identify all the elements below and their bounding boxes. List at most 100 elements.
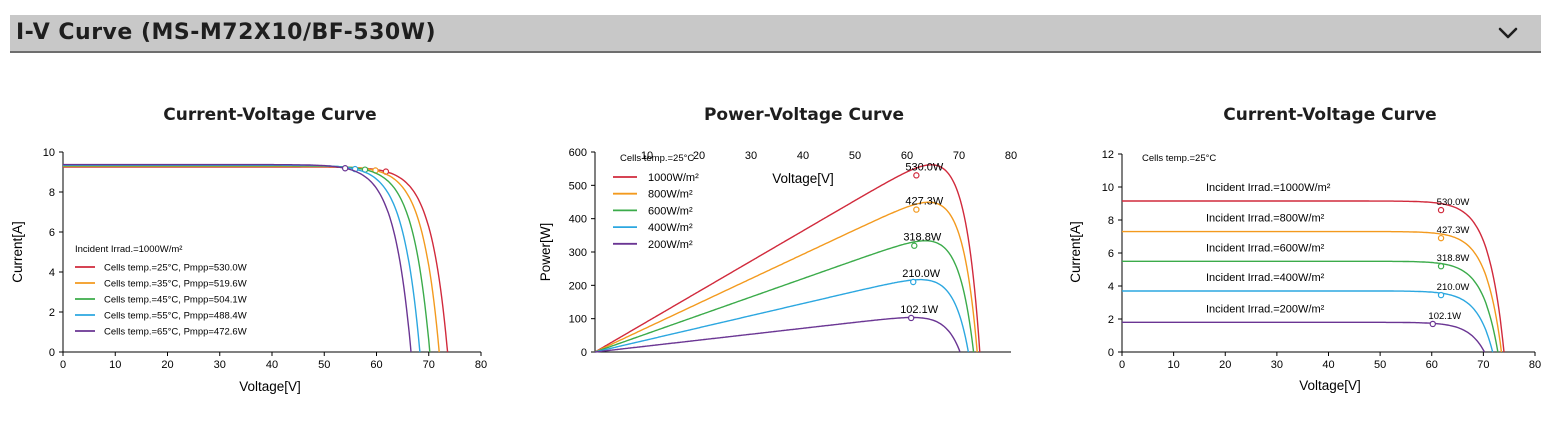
- section-header[interactable]: I-V Curve (MS-M72X10/BF-530W): [10, 15, 1541, 53]
- mpp-label: 427.3W: [1437, 225, 1470, 236]
- legend-label: Cells temp.=35°C, Pmpp=519.6W: [104, 279, 247, 290]
- series-label: Incident Irrad.=200W/m²: [1206, 303, 1325, 315]
- x-tick-label: 60: [1426, 359, 1438, 371]
- series-line: [594, 278, 970, 353]
- x-tick-label: 80: [1529, 359, 1541, 371]
- chart-title: Current-Voltage Curve: [1223, 105, 1436, 125]
- x-tick-label: 30: [1271, 359, 1283, 371]
- series-line: [63, 165, 440, 353]
- series-line: [594, 164, 981, 353]
- series-line: [1122, 200, 1505, 353]
- y-tick-label: 0: [581, 347, 587, 359]
- y-tick-label: 200: [569, 280, 587, 292]
- series-line: [1122, 230, 1503, 353]
- x-tick-label: 10: [1168, 359, 1180, 371]
- mpp-label: 210.0W: [902, 268, 941, 280]
- legend-title: Cells temp.=25°C: [1142, 153, 1216, 164]
- series-line: [63, 166, 449, 353]
- y-axis-label: Current[A]: [1068, 221, 1083, 283]
- legend-label: Cells temp.=45°C, Pmpp=504.1W: [104, 295, 247, 306]
- mpp-point: [1437, 234, 1445, 242]
- series-line: [63, 163, 412, 353]
- x-tick-label: 20: [161, 359, 173, 371]
- mpp-label: 102.1W: [900, 304, 939, 316]
- mpp-point: [1437, 291, 1445, 299]
- mpp-label: 318.8W: [1437, 253, 1470, 264]
- legend-title: Cells temp.=25°C: [620, 153, 694, 164]
- mpp-label: 427.3W: [905, 196, 944, 208]
- legend-label: Cells temp.=55°C, Pmpp=488.4W: [104, 311, 247, 322]
- series-line: [1122, 321, 1486, 353]
- x-tick-label: 50: [318, 359, 330, 371]
- x-tick-label: 70: [953, 150, 965, 162]
- series-line: [594, 240, 975, 353]
- mpp-label: 318.8W: [903, 232, 942, 244]
- series-line: [1121, 290, 1494, 353]
- mpp-point: [907, 314, 915, 322]
- mpp-label: 530.0W: [905, 161, 944, 173]
- legend-label: 400W/m²: [648, 222, 693, 234]
- series-line: [594, 316, 961, 353]
- chart-svg: Power-Voltage Curve 10 20 30 40 50 60 70 80 0 100 2…: [538, 105, 1017, 359]
- y-tick-label: 2: [49, 307, 55, 319]
- mpp-label: 102.1W: [1428, 311, 1461, 322]
- x-tick-label: 60: [901, 150, 913, 162]
- y-tick-label: 300: [569, 247, 587, 259]
- x-tick-label: 20: [1219, 359, 1231, 371]
- legend-label: 1000W/m²: [648, 172, 699, 184]
- chart-svg: Current-Voltage Curve 0 10 20 30 40 50 60 70 80 0 2…: [10, 105, 487, 394]
- x-tick-label: 10: [109, 359, 121, 371]
- series-line: [63, 164, 421, 353]
- mpp-label: 210.0W: [1437, 282, 1470, 293]
- x-tick-label: 50: [1374, 359, 1386, 371]
- section-title: I-V Curve (MS-M72X10/BF-530W): [16, 20, 437, 45]
- chevron-down-icon[interactable]: [1497, 24, 1519, 42]
- y-tick-label: 8: [1108, 215, 1114, 227]
- y-tick-label: 6: [1108, 248, 1114, 260]
- y-tick-label: 0: [49, 347, 55, 359]
- chart-title: Current-Voltage Curve: [163, 105, 376, 125]
- x-tick-label: 0: [60, 359, 66, 371]
- mpp-label: 530.0W: [1437, 197, 1470, 208]
- x-tick-label: 0: [1119, 359, 1125, 371]
- legend-title: Incident Irrad.=1000W/m²: [75, 244, 182, 255]
- x-axis-label: Voltage[V]: [1299, 378, 1361, 393]
- mpp-point: [1429, 320, 1436, 328]
- legend-label: 600W/m²: [648, 205, 693, 217]
- legend-label: 800W/m²: [648, 189, 693, 201]
- mpp-point: [1437, 206, 1445, 214]
- x-tick-label: 70: [1477, 359, 1489, 371]
- x-tick-label: 70: [423, 359, 435, 371]
- x-axis-label: Voltage[V]: [239, 379, 301, 394]
- y-tick-label: 8: [49, 187, 55, 199]
- x-tick-label: 80: [475, 359, 487, 371]
- legend-label: Cells temp.=65°C, Pmpp=472.6W: [104, 327, 247, 338]
- y-tick-label: 500: [569, 180, 587, 192]
- x-tick-label: 30: [214, 359, 226, 371]
- y-tick-label: 600: [569, 147, 587, 159]
- mpp-point: [913, 206, 920, 213]
- x-tick-label: 30: [745, 150, 757, 162]
- y-axis-label: Current[A]: [10, 221, 25, 283]
- x-tick-label: 80: [1005, 150, 1017, 162]
- y-tick-label: 100: [569, 314, 587, 326]
- series-label: Incident Irrad.=600W/m²: [1206, 242, 1325, 254]
- series-line: [1122, 260, 1499, 353]
- x-tick-label: 40: [1322, 359, 1334, 371]
- series-label: Incident Irrad.=1000W/m²: [1206, 182, 1331, 194]
- y-tick-label: 6: [49, 227, 55, 239]
- x-axis-label: Voltage[V]: [772, 171, 834, 186]
- series-line: [63, 165, 431, 353]
- series-line: [594, 201, 978, 353]
- chart-pv-irradiance: Power-Voltage Curve 10 20 30 40 50 60 70 80 0 100 2…: [525, 95, 1045, 395]
- x-tick-label: 10: [641, 150, 653, 162]
- y-tick-label: 4: [1108, 281, 1114, 293]
- y-tick-label: 4: [49, 267, 55, 279]
- mpp-point: [911, 242, 918, 249]
- series-label: Incident Irrad.=800W/m²: [1206, 213, 1325, 225]
- x-tick-label: 60: [370, 359, 382, 371]
- y-tick-label: 12: [1102, 149, 1114, 161]
- chart-svg: Current-Voltage Curve 0 10 20 30 40 50 60 70 80 0 2…: [1068, 105, 1541, 393]
- legend-label: Cells temp.=25°C, Pmpp=530.0W: [104, 263, 247, 274]
- y-tick-label: 400: [569, 214, 587, 226]
